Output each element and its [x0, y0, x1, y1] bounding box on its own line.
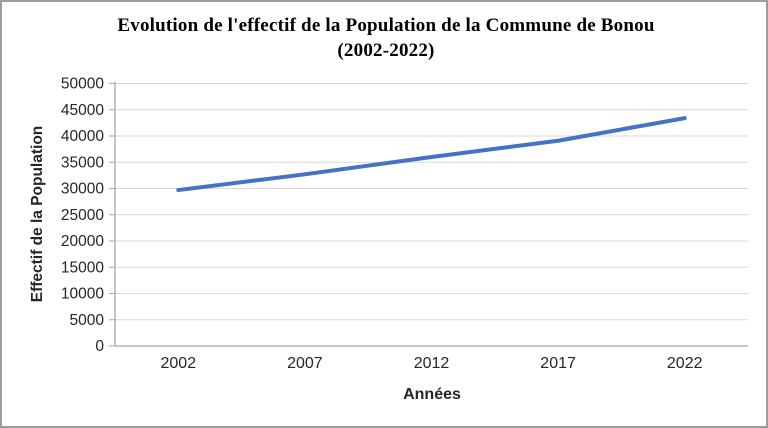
y-tick-label: 50000	[61, 76, 104, 93]
y-tick-label: 10000	[61, 286, 104, 303]
y-tick-label: 45000	[61, 102, 104, 119]
x-tick-label: 2002	[161, 355, 197, 372]
chart-title-line2: (2002-2022)	[337, 40, 435, 61]
x-tick-label: 2022	[667, 355, 703, 372]
y-tick-label: 30000	[61, 181, 104, 198]
y-axis-title: Effectif de la Population	[29, 125, 46, 303]
chart-title: Evolution de l'effectif de la Population…	[2, 13, 766, 63]
x-axis-title: Années	[403, 386, 461, 403]
y-tick-label: 25000	[61, 207, 104, 224]
x-tick-label: 2007	[287, 355, 323, 372]
population-series-line	[176, 116, 687, 193]
y-tick-label: 40000	[61, 128, 104, 145]
y-tick-label: 20000	[61, 233, 104, 250]
x-tick-label: 2012	[414, 355, 450, 372]
chart-title-line1: Evolution de l'effectif de la Population…	[117, 15, 655, 36]
x-tick-label: 2017	[540, 355, 576, 372]
y-tick-label: 0	[95, 338, 104, 355]
y-tick-label: 15000	[61, 259, 104, 276]
y-tick-label: 5000	[70, 312, 105, 329]
y-tick-label: 35000	[61, 154, 104, 171]
